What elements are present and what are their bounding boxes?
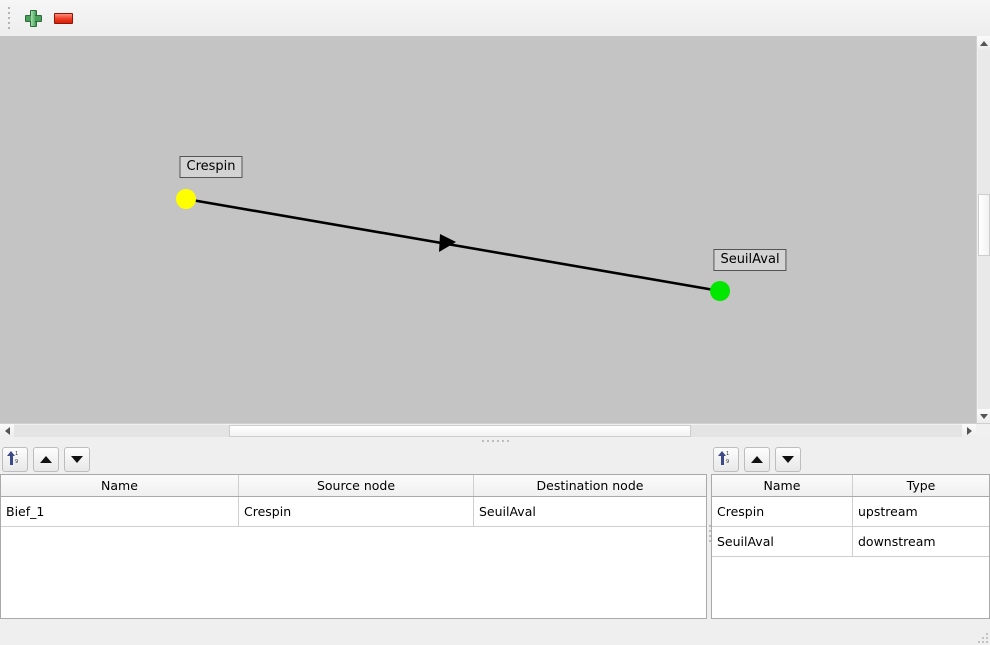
scroll-up-button[interactable] (977, 36, 990, 50)
sort-badge-bottom: 9 (726, 459, 730, 465)
splitter-grip-icon (481, 439, 509, 442)
canvas-vertical-scrollbar[interactable] (976, 36, 990, 423)
graph-node-seuilaval[interactable] (710, 281, 730, 301)
scroll-down-arrow-icon (980, 413, 988, 419)
graph-node-label-seuilaval[interactable]: SeuilAval (713, 249, 787, 271)
sort-ascending-icon: 1 9 (718, 451, 734, 467)
reaches-move-down-button[interactable] (64, 446, 90, 472)
graph-edges-layer (185, 197, 721, 293)
column-header-destination-node[interactable]: Destination node (473, 475, 706, 497)
cell-name[interactable]: Crespin (712, 496, 853, 527)
horizontal-splitter[interactable] (0, 437, 990, 444)
scroll-right-button[interactable] (962, 424, 976, 438)
sort-ascending-icon: 1 9 (7, 451, 23, 467)
cell-name[interactable]: Bief_1 (1, 496, 239, 527)
table-header-row: Name Source node Destination node (1, 475, 706, 497)
reaches-move-up-button[interactable] (33, 446, 59, 472)
nodes-table: Name Type Crespin upstream SeuilAval dow… (712, 475, 989, 557)
graph-node-crespin[interactable] (176, 189, 196, 209)
scroll-right-arrow-icon (966, 427, 972, 435)
toolbar-drag-handle[interactable] (4, 7, 14, 29)
table-header-row: Name Type (712, 475, 989, 497)
scroll-up-arrow-icon (980, 40, 988, 46)
window-footer (0, 622, 990, 645)
nodes-table-container[interactable]: Name Type Crespin upstream SeuilAval dow… (711, 474, 990, 619)
vertical-scroll-track-upper[interactable] (978, 50, 990, 194)
nodes-panel: 1 9 Name Type (711, 444, 990, 622)
reaches-panel-toolbar: 1 9 (0, 444, 709, 474)
remove-element-button[interactable] (48, 4, 78, 32)
column-header-source-node[interactable]: Source node (238, 475, 474, 497)
column-header-type[interactable]: Type (852, 475, 989, 497)
horizontal-scroll-thumb[interactable] (229, 425, 691, 437)
reaches-table: Name Source node Destination node Bief_1… (1, 475, 706, 527)
edge-arrowhead (439, 234, 456, 252)
table-row[interactable]: Bief_1 Crespin SeuilAval (1, 496, 706, 527)
cell-name[interactable]: SeuilAval (712, 526, 853, 557)
reaches-panel: 1 9 Name Source node (0, 444, 709, 622)
vertical-scroll-track-lower[interactable] (978, 256, 990, 409)
bottom-panels: 1 9 Name Source node (0, 444, 990, 622)
triangle-down-icon (782, 455, 794, 463)
plus-icon (24, 9, 42, 27)
triangle-up-icon (40, 455, 52, 463)
nodes-sort-button[interactable]: 1 9 (713, 446, 739, 472)
sort-badge-top: 1 (726, 451, 730, 457)
reaches-sort-button[interactable]: 1 9 (2, 446, 28, 472)
sort-badge-top: 1 (15, 451, 19, 457)
nodes-move-down-button[interactable] (775, 446, 801, 472)
triangle-up-icon (751, 455, 763, 463)
cell-type[interactable]: upstream (852, 496, 989, 527)
minus-icon (53, 12, 73, 24)
nodes-move-up-button[interactable] (744, 446, 770, 472)
nodes-panel-toolbar: 1 9 (711, 444, 990, 474)
graph-canvas-area: Crespin SeuilAval (0, 36, 990, 438)
cell-source-node[interactable]: Crespin (238, 496, 474, 527)
column-header-name[interactable]: Name (712, 475, 853, 497)
graph-canvas[interactable]: Crespin SeuilAval (0, 36, 977, 424)
window-resize-grip[interactable] (974, 629, 988, 643)
add-element-button[interactable] (18, 4, 48, 32)
table-row[interactable]: SeuilAval downstream (712, 526, 989, 557)
triangle-down-icon (71, 455, 83, 463)
splitter-grip-vertical-icon (709, 524, 711, 542)
vertical-scroll-thumb[interactable] (978, 194, 990, 256)
main-toolbar (0, 0, 990, 37)
cell-type[interactable]: downstream (852, 526, 989, 557)
scroll-left-arrow-icon (4, 427, 10, 435)
reaches-table-container[interactable]: Name Source node Destination node Bief_1… (0, 474, 707, 619)
edge-bief-1 (185, 197, 721, 293)
column-header-name[interactable]: Name (1, 475, 239, 497)
vertical-splitter[interactable] (707, 444, 713, 622)
cell-destination-node[interactable]: SeuilAval (473, 496, 706, 527)
table-row[interactable]: Crespin upstream (712, 496, 989, 527)
canvas-horizontal-scrollbar[interactable] (0, 423, 990, 438)
sort-badge-bottom: 9 (15, 459, 19, 465)
graph-node-label-crespin[interactable]: Crespin (179, 156, 243, 178)
horizontal-scroll-track-right[interactable] (691, 425, 962, 437)
scroll-left-button[interactable] (0, 424, 14, 438)
scroll-down-button[interactable] (977, 409, 990, 423)
horizontal-scroll-track-left[interactable] (14, 425, 229, 437)
